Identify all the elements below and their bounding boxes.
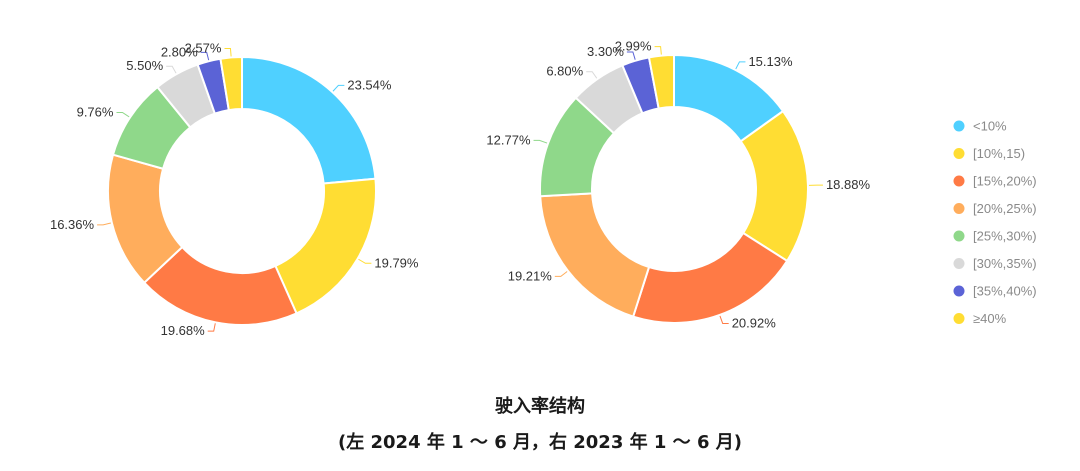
legend-marker-10-15: [953, 148, 965, 159]
right-donut-leader-line: [554, 271, 568, 277]
left-donut-slice-lt-10: [241, 55, 377, 185]
left-donut-leader-line: [224, 47, 232, 57]
right-donut-label-35-40: 3.30%: [587, 44, 624, 59]
left-donut-leader-line: [116, 111, 130, 118]
legend-label-lt-10: <10%: [973, 119, 1007, 134]
right-donut-leader-line: [654, 46, 662, 55]
chart-canvas: 23.54%19.79%19.68%16.36%9.76%5.50%2.80%2…: [50, 39, 1037, 339]
legend-label-20-25: [20%,25%): [973, 201, 1037, 216]
right-donut-label-15-20: 20.92%: [732, 315, 777, 330]
left-donut-slice-10-15: [274, 177, 377, 315]
chart-caption-title: 驶入率结构: [495, 396, 585, 417]
right-donut-leader-line: [626, 51, 636, 60]
right-donut-label-25-30: 12.77%: [486, 132, 531, 147]
legend-label-gte-40: ≥40%: [973, 311, 1007, 326]
legend-label-15-20: [15%,20%): [973, 174, 1037, 189]
legend-label-25-30: [25%,30%): [973, 229, 1037, 244]
right-donut-leader-line: [586, 71, 598, 79]
right-donut-slice-20-25: [539, 192, 651, 318]
left-donut-leader-line: [207, 323, 216, 332]
left-donut-leader-line: [200, 51, 210, 61]
left-donut-leader-line: [166, 65, 177, 74]
legend-marker-lt-10: [953, 120, 965, 132]
legend-label-30-35: [30%,35%): [973, 256, 1037, 271]
legend-label-10-15: [10%,15): [973, 146, 1025, 161]
left-donut-label-15-20: 19.68%: [161, 323, 206, 338]
left-donut-label-25-30: 9.76%: [77, 104, 114, 119]
right-donut-leader-line: [533, 139, 548, 144]
left-donut-label-20-25: 16.36%: [50, 217, 95, 232]
legend-marker-25-30: [953, 230, 965, 242]
legend-marker-gte-40: [953, 313, 965, 324]
left-donut-label-gte-40: 2.57%: [185, 40, 222, 55]
legend-marker-30-35: [953, 258, 965, 269]
left-donut-label-10-15: 19.79%: [374, 255, 419, 270]
legend-marker-20-25: [953, 203, 965, 214]
donut-chart-2024: 23.54% 19.79% 19.68% 16.36% 9.76% 5.50%2.80%2…: [50, 40, 419, 338]
right-donut-slice-gte-40: [647, 53, 675, 110]
right-donut-label-10-15: 18.88%: [826, 177, 871, 192]
left-donut-label-lt-10: 23.54%: [347, 77, 392, 92]
right-donut-label-30-35: 6.80%: [546, 64, 583, 79]
left-donut-leader-line: [332, 84, 345, 92]
right-donut-leader-line: [735, 61, 746, 70]
right-donut-label-gte-40: 2.99%: [615, 39, 652, 54]
legend-label-35-40: [35%,40%): [973, 284, 1037, 299]
left-donut-label-30-35: 5.50%: [126, 58, 163, 73]
right-donut-slice-15-20: [631, 231, 789, 324]
chart-caption-subtitle: (左 2024 年 1 ～ 6 月，右 2023 年 1 ～ 6 月): [338, 432, 742, 453]
donut-chart-2023: 15.13% 18.88% 20.92% 19.21% 12.77% 6.80% 3.30%…: [486, 39, 870, 331]
legend-marker-35-40: [953, 285, 965, 297]
right-donut-label-20-25: 19.21%: [508, 268, 553, 283]
left-donut-leader-line: [358, 258, 372, 264]
right-donut-label-lt-10: 15.13%: [748, 54, 793, 69]
legend-marker-15-20: [953, 175, 965, 187]
legend: <10% [10%,15) [15%,20%) [20%,25%) [25%,30%) […: [953, 119, 1037, 326]
left-donut-label-35-40: 2.80%: [161, 44, 198, 59]
left-donut-leader-line: [97, 222, 111, 226]
right-donut-leader-line: [719, 315, 729, 324]
left-donut-slice-gte-40: [219, 55, 243, 112]
